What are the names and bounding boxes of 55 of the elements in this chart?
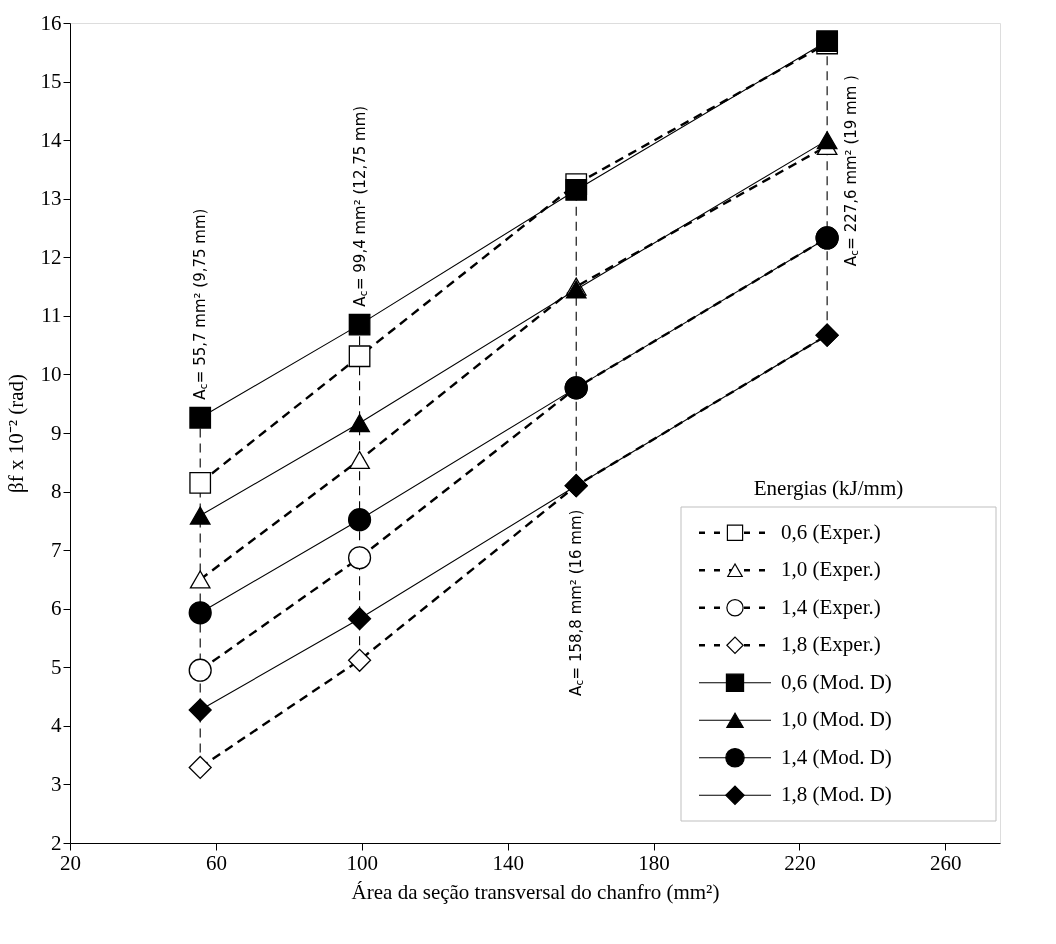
x-tick-label: 100: [346, 850, 379, 875]
legend-label: 1,4 (Exper.): [781, 594, 881, 619]
ref-line-label: Ac= 158,8 mm² (16 mm): [567, 509, 586, 697]
y-tick-label: 12: [40, 244, 62, 269]
y-tick-label: 5: [51, 654, 62, 679]
point: [348, 313, 371, 336]
point: [188, 658, 212, 682]
x-tick-label: 260: [930, 850, 962, 875]
legend-label: 1,8 (Exper.): [781, 632, 881, 657]
point: [816, 131, 838, 150]
y-axis-title: βf x 10⁻² (rad): [3, 373, 28, 494]
point: [347, 607, 372, 631]
x-tick-label: 180: [638, 850, 670, 875]
legend-label: 1,0 (Exper.): [781, 557, 881, 582]
y-tick-label: 16: [40, 10, 62, 35]
y-tick-label: 11: [41, 303, 62, 328]
legend-label: 1,8 (Mod. D): [781, 782, 892, 807]
y-tick-label: 2: [51, 830, 62, 855]
y-tick-label: 9: [51, 420, 62, 445]
y-tick-label: 13: [40, 186, 62, 211]
x-axis-title: Área da seção transversal do chanfro (mm²): [351, 879, 720, 904]
y-tick-label: 4: [51, 713, 62, 738]
legend-label: 0,6 (Mod. D): [781, 669, 892, 694]
legend-label: 0,6 (Exper.): [781, 519, 881, 544]
point: [188, 698, 212, 722]
y-tick-label: 3: [51, 771, 62, 796]
legend-label: 1,4 (Mod. D): [781, 744, 892, 769]
point: [349, 413, 370, 433]
y-tick-label: 6: [51, 596, 62, 621]
legend-title: Energias (kJ/mm): [753, 476, 904, 500]
x-tick-label: 60: [205, 850, 227, 875]
point: [188, 755, 212, 780]
point: [189, 570, 211, 589]
ref-line-label: Ac= 55,7 mm² (9,75 mm): [191, 208, 210, 400]
point: [347, 508, 372, 532]
point: [348, 345, 371, 368]
legend-label: 1,0 (Mod. D): [781, 707, 892, 732]
point: [189, 406, 212, 429]
x-tick-label: 220: [784, 850, 816, 875]
x-tick-label: 20: [60, 850, 81, 875]
y-tick-label: 8: [51, 479, 62, 504]
ref-line-label: Ac= 227,6 mm² (19 mm ): [842, 75, 861, 267]
point: [349, 450, 370, 470]
point: [565, 179, 588, 201]
y-tick-label: 15: [40, 69, 62, 94]
point: [347, 648, 372, 672]
x-tick-label: 140: [492, 850, 524, 875]
point: [188, 601, 212, 625]
point: [189, 506, 211, 525]
y-tick-label: 10: [40, 361, 62, 386]
y-tick-label: 14: [40, 127, 62, 152]
point: [347, 546, 372, 570]
y-tick-label: 7: [51, 537, 62, 562]
point: [189, 471, 212, 494]
ref-line-label: Ac= 99,4 mm² (12,75 mm): [350, 105, 369, 307]
